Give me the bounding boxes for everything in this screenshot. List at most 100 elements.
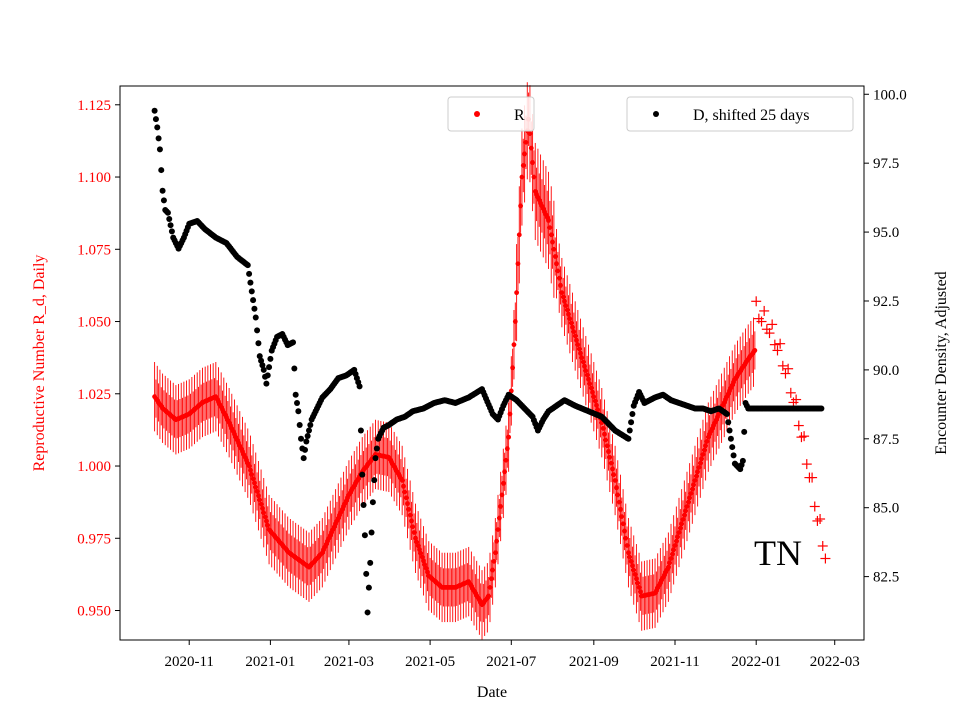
d-point <box>263 380 270 387</box>
d-point <box>359 471 366 478</box>
y-axis-left-label: Reproductive Number R_d, Daily <box>31 255 48 472</box>
d-point <box>307 422 314 429</box>
d-point <box>156 146 163 153</box>
y-right-tick-label: 92.5 <box>873 294 899 310</box>
plot-marks <box>151 82 831 640</box>
y-right-tick-label: 82.5 <box>873 570 899 586</box>
d-point <box>267 355 274 362</box>
d-point <box>255 340 262 347</box>
series-d <box>151 107 825 616</box>
d-point <box>296 422 303 429</box>
d-point <box>367 559 374 566</box>
d-point <box>300 455 307 462</box>
legend-r: R <box>447 96 535 132</box>
x-tick-label: 2021-03 <box>324 654 374 670</box>
d-point <box>250 297 257 304</box>
d-point <box>164 209 171 216</box>
d-point <box>369 499 376 506</box>
y-axis-right: 82.5 85.0 87.5 90.0 92.5 95.0 97.5 100.0 <box>864 87 907 586</box>
y-right-tick-label: 100.0 <box>873 87 907 103</box>
y-left-tick-label: 1.125 <box>77 98 111 114</box>
d-point <box>248 288 255 295</box>
d-point <box>160 197 167 204</box>
y-left-tick-label: 1.025 <box>77 387 111 403</box>
plot-frame <box>119 85 865 641</box>
x-tick-label: 2021-05 <box>405 654 455 670</box>
d-point <box>363 570 370 577</box>
y-left-tick-label: 0.950 <box>77 604 111 620</box>
d-point <box>259 362 266 369</box>
x-tick-label: 2020-11 <box>164 654 213 670</box>
d-point <box>152 116 159 123</box>
d-point <box>260 366 267 373</box>
y-left-tick-label: 1.100 <box>77 170 111 186</box>
d-point <box>628 419 635 426</box>
d-point <box>292 391 299 398</box>
y-axis-right-label: Encounter Density, Adjusted <box>933 271 950 454</box>
d-point <box>295 408 302 415</box>
y-right-tick-label: 87.5 <box>873 432 899 448</box>
legend-d-box <box>626 96 854 132</box>
d-point <box>629 410 636 417</box>
d-point <box>244 262 251 269</box>
state-annotation: TN <box>754 533 802 573</box>
x-tick-label: 2021-09 <box>569 654 619 670</box>
d-point <box>158 167 165 174</box>
d-point <box>151 107 158 114</box>
d-point <box>739 457 746 464</box>
y-axis-left: 0.950 0.975 1.000 1.025 1.050 1.075 1.100 1.125 <box>77 98 120 620</box>
d-point <box>303 438 310 445</box>
d-point <box>373 445 380 452</box>
d-point <box>730 452 737 459</box>
d-point <box>727 435 734 442</box>
d-point <box>360 501 367 508</box>
r-point <box>511 342 517 348</box>
d-point <box>818 405 825 412</box>
y-left-tick-label: 1.000 <box>77 459 111 475</box>
x-tick-label: 2021-01 <box>245 654 295 670</box>
d-point <box>252 314 259 321</box>
legend-r-label: R <box>514 107 525 124</box>
d-point <box>258 357 265 364</box>
d-point <box>304 433 311 440</box>
r-point <box>752 348 758 353</box>
y-left-tick-label: 1.050 <box>77 315 111 331</box>
d-point <box>741 428 748 435</box>
d-point <box>254 327 261 334</box>
series-r-projected <box>751 296 831 564</box>
d-point <box>723 410 730 417</box>
d-point <box>357 427 364 434</box>
d-point <box>725 419 732 426</box>
x-tick-label: 2021-07 <box>486 654 536 670</box>
d-point <box>305 427 312 434</box>
legend-d-marker <box>653 111 659 117</box>
x-axis: 2020-11 2021-01 2021-03 2021-05 2021-07 2021-… <box>164 640 860 670</box>
d-point <box>168 228 175 235</box>
d-point <box>364 609 371 616</box>
d-point <box>154 124 161 131</box>
d-point <box>247 279 254 286</box>
y-left-tick-label: 1.075 <box>77 242 111 258</box>
d-point <box>726 427 733 434</box>
r-point <box>516 232 522 238</box>
y-left-tick-label: 0.975 <box>77 531 111 547</box>
d-point <box>361 532 368 539</box>
d-point <box>371 477 378 484</box>
d-point <box>302 446 309 453</box>
y-right-tick-label: 85.0 <box>873 501 899 517</box>
d-point <box>294 399 301 406</box>
d-point <box>266 364 273 371</box>
legend-r-box <box>447 96 535 132</box>
d-point <box>167 222 174 229</box>
x-tick-label: 2021-11 <box>650 654 699 670</box>
d-point <box>246 270 253 277</box>
y-right-tick-label: 97.5 <box>873 156 899 172</box>
d-point <box>155 135 162 142</box>
d-point <box>166 215 173 222</box>
d-point <box>159 187 166 194</box>
y-right-tick-label: 95.0 <box>873 225 899 241</box>
r-point <box>514 290 520 296</box>
d-point <box>626 427 633 434</box>
d-point <box>298 435 305 442</box>
